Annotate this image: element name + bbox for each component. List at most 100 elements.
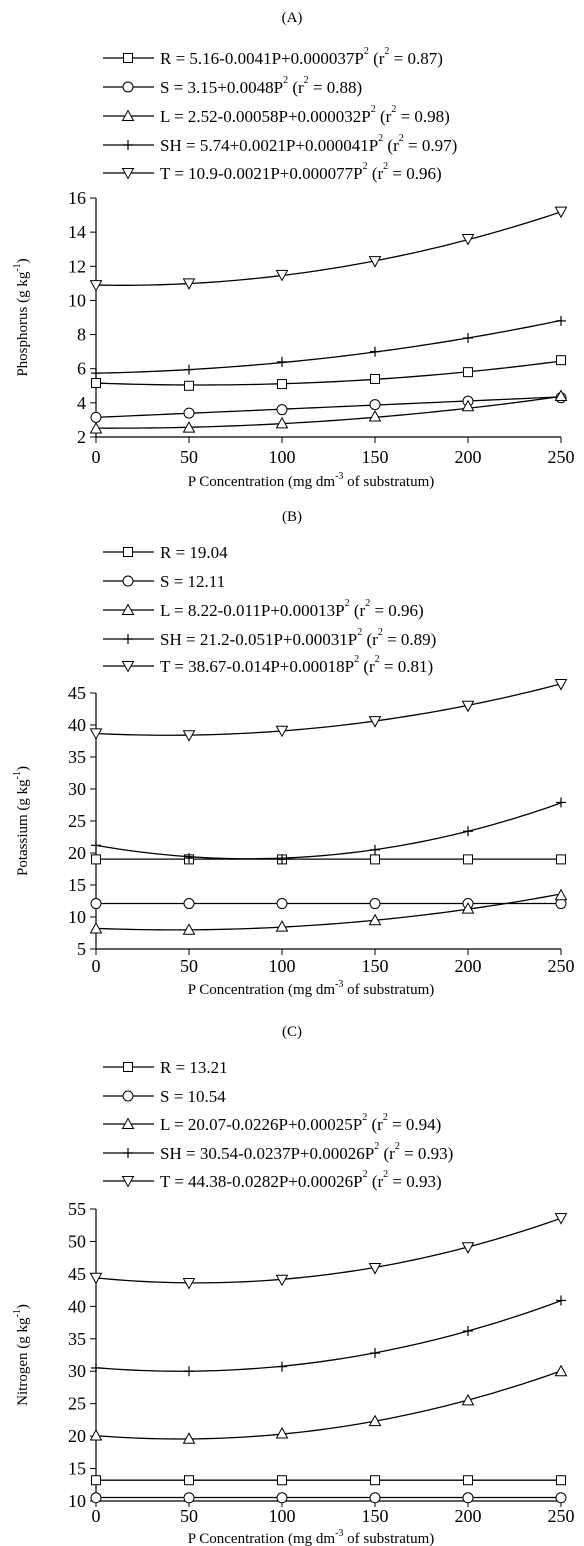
legend-marker <box>121 603 135 615</box>
panel-label: (B) <box>282 509 302 525</box>
series-line <box>95 360 562 386</box>
data-point <box>275 1274 289 1287</box>
x-axis-label: P Concentration (mg dm-3 of substratum) <box>188 471 435 490</box>
y-tick-label: 45 <box>68 1264 86 1284</box>
series-s <box>90 392 567 423</box>
legend-equation: S = 12.11 <box>160 572 225 591</box>
legend-marker <box>122 81 134 93</box>
panel-label: (A) <box>282 10 303 26</box>
legend-equation: L = 20.07-0.0226P+0.00025P2 (r2 = 0.94) <box>160 1112 441 1134</box>
legend-equation: R = 5.16-0.0041P+0.000037P2 (r2 = 0.87) <box>160 46 443 68</box>
data-point <box>554 888 568 901</box>
chart-panel-c: (C) R = 13.21 S = 10.54 L = 20.07-0.0226P+0… <box>12 1024 575 1546</box>
legend: R = 13.21 S = 10.54 L = 20.07-0.0226P+0.00… <box>103 1058 453 1191</box>
legend-equation: R = 13.21 <box>160 1058 228 1077</box>
data-point <box>461 233 475 246</box>
data-point <box>183 1492 195 1504</box>
legend-item-l: L = 20.07-0.0226P+0.00025P2 (r2 = 0.94) <box>103 1112 441 1134</box>
data-point <box>183 407 195 419</box>
x-tick-label: 250 <box>548 956 575 976</box>
data-point <box>275 1426 289 1439</box>
series-line <box>95 683 562 736</box>
legend-equation: SH = 21.2-0.051P+0.00031P2 (r2 = 0.89) <box>160 627 436 649</box>
data-point <box>556 1295 566 1306</box>
data-point <box>276 898 288 910</box>
data-point <box>276 404 288 416</box>
data-point <box>461 399 475 412</box>
data-point <box>89 280 103 292</box>
y-tick-label: 30 <box>68 1361 86 1381</box>
data-point <box>89 921 103 934</box>
data-point <box>368 256 382 268</box>
data-point <box>91 1475 101 1486</box>
legend-marker <box>121 109 135 121</box>
data-point <box>368 1263 382 1275</box>
legend-marker <box>121 168 135 180</box>
data-point <box>90 411 102 423</box>
data-point <box>463 367 473 378</box>
data-point <box>554 679 568 691</box>
data-point <box>89 1428 103 1441</box>
data-point <box>556 355 566 366</box>
legend-equation: S = 3.15+0.0048P2 (r2 = 0.88) <box>160 75 362 97</box>
data-point <box>370 1348 380 1359</box>
legend-item-t: T = 38.67-0.014P+0.00018P2 (r2 = 0.81) <box>103 654 433 676</box>
legend-marker <box>121 661 135 673</box>
series-l <box>89 1364 568 1444</box>
series-sh <box>91 1295 566 1377</box>
legend-marker <box>123 547 133 557</box>
legend-item-r: R = 19.04 <box>103 543 228 562</box>
series-s <box>90 1492 567 1504</box>
legend-marker <box>123 634 133 644</box>
series-line <box>95 395 562 429</box>
legend-equation: SH = 30.54-0.0237P+0.00026P2 (r2 = 0.93) <box>160 1141 453 1163</box>
y-tick-label: 14 <box>68 222 86 242</box>
x-tick-label: 50 <box>180 447 198 467</box>
legend-equation: SH = 5.74+0.0021P+0.000041P2 (r2 = 0.97) <box>160 133 457 155</box>
legend-marker <box>123 140 133 150</box>
data-point <box>91 1362 101 1373</box>
legend-item-t: T = 44.38-0.0282P+0.00026P2 (r2 = 0.93) <box>103 1169 442 1191</box>
series-r <box>91 355 566 391</box>
legend-equation: T = 44.38-0.0282P+0.00026P2 (r2 = 0.93) <box>160 1169 442 1191</box>
series-line <box>95 893 562 931</box>
data-point <box>554 1213 568 1225</box>
legend-equation: L = 8.22-0.011P+0.00013P2 (r2 = 0.96) <box>160 598 424 620</box>
data-point <box>89 728 103 740</box>
legend: R = 5.16-0.0041P+0.000037P2 (r2 = 0.87) S… <box>103 46 457 183</box>
series-sh <box>91 797 566 865</box>
data-point <box>182 730 196 742</box>
data-point <box>277 356 287 367</box>
data-point <box>277 379 287 390</box>
data-point <box>275 725 289 738</box>
data-point <box>184 364 194 375</box>
x-tick-label: 200 <box>455 447 482 467</box>
data-point <box>370 346 380 357</box>
x-tick-label: 200 <box>455 956 482 976</box>
data-point <box>184 1475 194 1486</box>
x-tick-label: 200 <box>455 1506 482 1526</box>
data-point <box>89 1272 103 1285</box>
x-tick-label: 50 <box>180 1506 198 1526</box>
data-point <box>370 373 380 384</box>
chart-panel-b: (B) R = 19.04 S = 12.11 L = 8.22-0.011P+0.0… <box>12 509 575 998</box>
y-tick-label: 50 <box>68 1231 86 1251</box>
data-point <box>556 1475 566 1486</box>
data-point <box>90 898 102 910</box>
data-point <box>184 1366 194 1377</box>
legend-item-sh: SH = 21.2-0.051P+0.00031P2 (r2 = 0.89) <box>103 627 436 649</box>
x-tick-label: 50 <box>180 956 198 976</box>
legend-marker <box>121 1117 135 1129</box>
x-tick-label: 100 <box>269 1506 296 1526</box>
data-point <box>91 840 101 851</box>
series-sh <box>91 315 566 379</box>
y-axis-label: Nitrogen (g kg-1) <box>12 1304 31 1406</box>
y-tick-label: 20 <box>68 1426 86 1446</box>
y-tick-label: 55 <box>68 1199 86 1219</box>
data-point <box>463 1475 473 1486</box>
data-point <box>182 1432 196 1444</box>
y-tick-label: 25 <box>68 1394 86 1414</box>
legend-item-s: S = 10.54 <box>103 1087 226 1106</box>
data-point <box>461 902 475 914</box>
data-point <box>89 421 103 434</box>
